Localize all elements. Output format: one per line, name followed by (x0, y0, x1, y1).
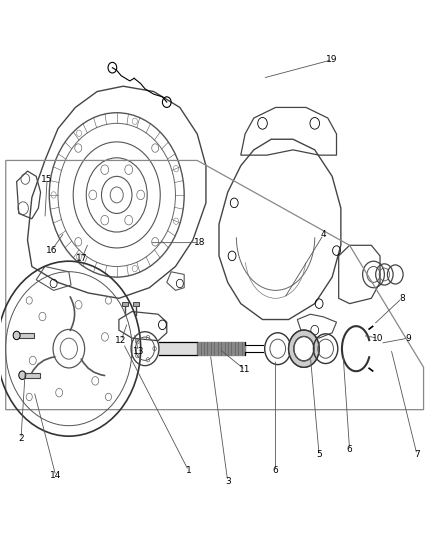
Bar (22, 373, 40, 378)
Text: 16: 16 (46, 246, 57, 255)
Text: 13: 13 (133, 347, 144, 356)
Text: 14: 14 (50, 471, 61, 480)
Text: 3: 3 (225, 477, 230, 486)
Wedge shape (289, 330, 319, 367)
Text: 4: 4 (321, 230, 326, 239)
Bar (122, 302, 128, 306)
Text: 12: 12 (115, 336, 127, 345)
Text: 1: 1 (186, 466, 191, 475)
Text: 10: 10 (372, 334, 384, 343)
Text: 2: 2 (18, 434, 24, 443)
Circle shape (19, 371, 26, 379)
Bar (17, 333, 34, 338)
Text: 7: 7 (414, 450, 420, 459)
Text: 15: 15 (41, 174, 53, 183)
Text: 19: 19 (326, 55, 338, 64)
Text: 6: 6 (273, 466, 279, 475)
Circle shape (13, 331, 20, 340)
Text: 5: 5 (316, 450, 322, 459)
Text: 8: 8 (399, 294, 405, 303)
Text: 18: 18 (194, 238, 205, 247)
Text: 11: 11 (239, 366, 251, 374)
Text: 9: 9 (406, 334, 411, 343)
Text: 6: 6 (347, 445, 353, 454)
Text: 17: 17 (76, 254, 88, 263)
Bar (133, 302, 139, 306)
